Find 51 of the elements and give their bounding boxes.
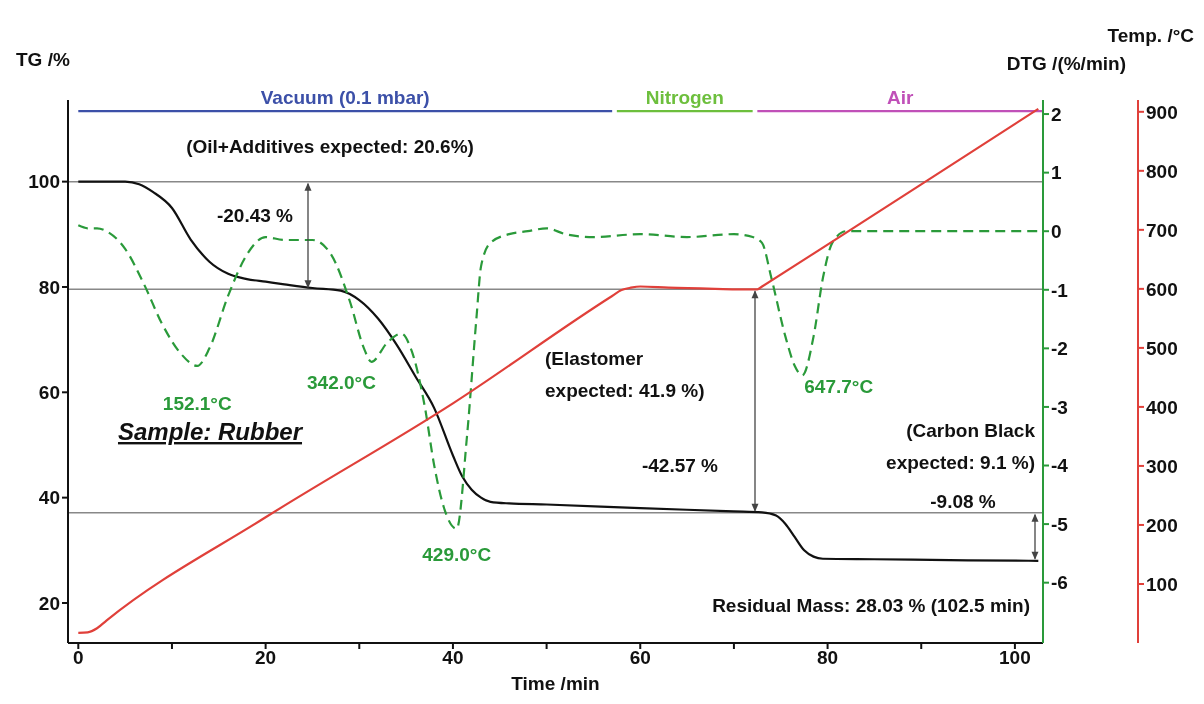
annotation: Sample: Rubber <box>117 418 304 445</box>
y-tick-label: 80 <box>38 276 60 298</box>
series-label: Vacuum (0.1 mbar) <box>260 87 430 109</box>
line-series <box>77 107 1040 635</box>
annotation: 429.0°C <box>422 544 492 566</box>
line-series <box>77 224 1040 530</box>
y2-tick-label: -6 <box>1051 572 1068 594</box>
annotation: (Carbon Black expected: 9.1 %) <box>886 420 1036 473</box>
y2-tick-label: 0 <box>1051 220 1062 242</box>
y3-tick-label: 600 <box>1146 278 1178 300</box>
y3-tick-label: 500 <box>1146 337 1178 359</box>
series-label: Air <box>886 87 914 109</box>
annotation: -9.08 % <box>930 491 996 512</box>
y2-tick-label: -2 <box>1051 338 1068 360</box>
x-tick-label: 80 <box>817 647 839 669</box>
y2-tick-label: -1 <box>1051 279 1069 301</box>
x-tick-label: 0 <box>73 647 84 669</box>
y2-tick-label: -3 <box>1051 396 1068 418</box>
x-axis-title: Time /min <box>511 673 600 694</box>
y3-tick-label: 300 <box>1146 455 1178 477</box>
y-tick-label: 20 <box>38 592 60 614</box>
y3-tick-label: 800 <box>1146 160 1178 182</box>
annotation: Residual Mass: 28.03 % (102.5 min) <box>712 595 1030 616</box>
annotation: -20.43 % <box>216 205 294 226</box>
annotation: -42.57 % <box>641 455 719 476</box>
y3-tick-label: 100 <box>1146 573 1178 595</box>
series-label: Nitrogen <box>645 87 724 109</box>
y3-tick-label: 200 <box>1146 514 1178 536</box>
line-series <box>77 180 1040 562</box>
y3-tick-label: 900 <box>1146 101 1178 123</box>
x-tick-label: 60 <box>629 647 651 669</box>
annotation: 647.7°C <box>804 375 874 397</box>
y2-tick-label: 1 <box>1051 162 1062 184</box>
y3-tick-label: 700 <box>1146 219 1178 241</box>
annotation: 152.1°C <box>162 392 232 414</box>
annotation: (Elastomer expected: 41.9 %) <box>545 348 705 401</box>
y-axis-title: TG /% <box>16 49 70 70</box>
y2-tick-label: 2 <box>1051 103 1062 125</box>
y-tick-label: 40 <box>38 487 60 509</box>
y2-axis-title: DTG /(%/min) <box>1006 53 1126 74</box>
y-tick-label: 100 <box>28 171 60 193</box>
y2-tick-label: -4 <box>1051 455 1069 477</box>
y2-tick-label: -5 <box>1051 513 1069 535</box>
x-tick-label: 20 <box>255 647 277 669</box>
y3-axis-title: Temp. /°C <box>1107 25 1195 46</box>
x-tick-label: 40 <box>442 647 464 669</box>
y3-tick-label: 400 <box>1146 396 1178 418</box>
y-tick-label: 60 <box>38 382 60 404</box>
annotation: (Oil+Additives expected: 20.6%) <box>186 136 474 157</box>
annotation: 342.0°C <box>307 372 377 394</box>
x-tick-label: 100 <box>999 647 1031 669</box>
